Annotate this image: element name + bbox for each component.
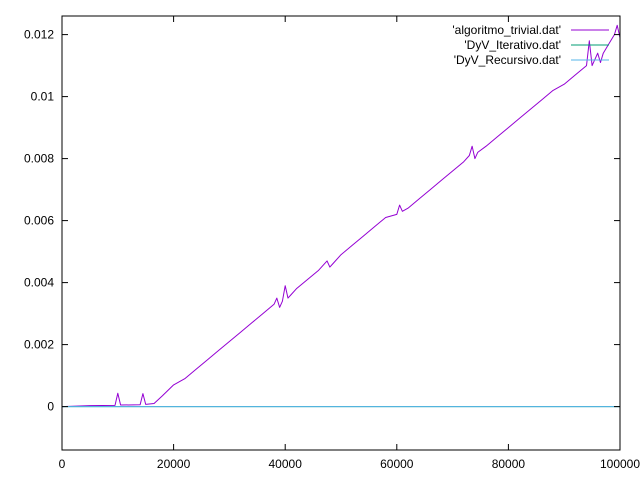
y-tick-label: 0 [47,400,54,414]
ticks-layer: 0 0.002 0.004 0.006 0.008 0.01 0.012 0 20000 4000… [24,16,640,471]
series-layer [61,24,621,408]
x-tick-label: 60000 [380,457,414,471]
x-tick-label: 20000 [157,457,191,471]
legend-label-3: 'DyV_Recursivo.dat' [454,53,561,67]
x-tick-label: 100000 [600,457,640,471]
axes-layer [61,15,621,451]
x-tick-label: 0 [59,457,66,471]
legend: 'algoritmo_trivial.dat''DyV_Iterativo.da… [452,23,609,67]
y-tick-label: 0.004 [24,276,54,290]
y-tick-label: 0.008 [24,152,54,166]
y-tick-label: 0.006 [24,214,54,228]
y-tick-label: 0.002 [24,338,54,352]
plot-border [61,15,621,451]
x-tick-label: 80000 [492,457,526,471]
y-tick-label: 0.01 [31,90,55,104]
legend-label-1: 'algoritmo_trivial.dat' [452,23,561,37]
y-tick-label: 0.012 [24,28,54,42]
x-tick-label: 40000 [269,457,303,471]
legend-label-2: 'DyV_Iterativo.dat' [464,38,561,52]
series-line-1 [61,24,621,408]
